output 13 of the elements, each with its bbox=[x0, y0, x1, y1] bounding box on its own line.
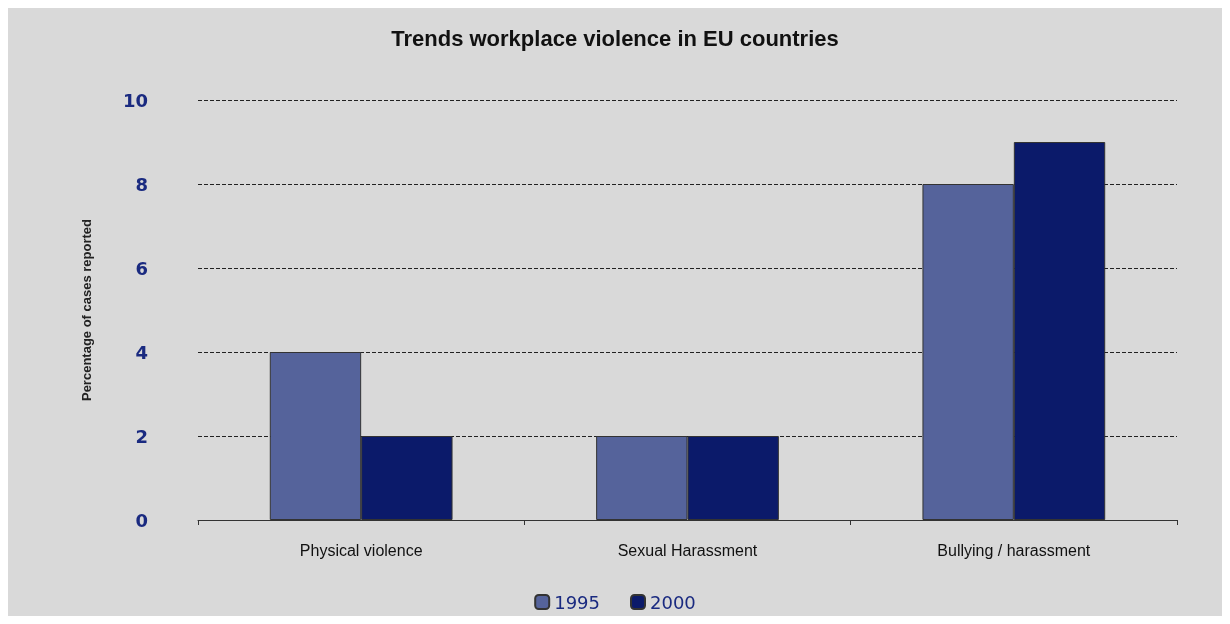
legend-label: 2000 bbox=[650, 591, 696, 613]
x-tick-label: Physical violence bbox=[299, 541, 423, 559]
y-tick-label: 10 bbox=[122, 89, 148, 111]
y-tick-label: 2 bbox=[135, 425, 148, 447]
y-tick-label: 0 bbox=[135, 509, 148, 531]
chart-title: Trends workplace violence in EU countries bbox=[391, 25, 839, 51]
y-tick-label: 6 bbox=[135, 257, 148, 279]
x-tick-label: Sexual Harassment bbox=[617, 541, 758, 559]
y-tick-label: 8 bbox=[135, 173, 148, 195]
y-axis-title: Percentage of cases reported bbox=[79, 218, 94, 402]
y-tick-label: 4 bbox=[135, 341, 148, 363]
x-tick-label: Bullying / harassment bbox=[937, 541, 1091, 559]
legend-label: 1995 bbox=[554, 591, 600, 613]
